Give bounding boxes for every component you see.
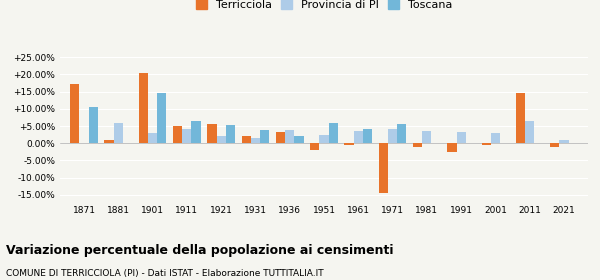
Bar [413, 143, 422, 147]
Bar [226, 125, 235, 143]
Bar [353, 131, 363, 143]
Bar [388, 129, 397, 143]
Text: COMUNE DI TERRICCIOLA (PI) - Dati ISTAT - Elaborazione TUTTITALIA.IT: COMUNE DI TERRICCIOLA (PI) - Dati ISTAT … [6, 269, 323, 278]
Bar [310, 143, 319, 150]
Bar [482, 143, 491, 145]
Bar [139, 73, 148, 143]
Bar [217, 136, 226, 143]
Bar [251, 138, 260, 143]
Bar [276, 132, 285, 143]
Bar [447, 143, 457, 152]
Bar [491, 133, 500, 143]
Bar [329, 123, 338, 143]
Bar [559, 140, 569, 143]
Bar [379, 143, 388, 193]
Bar [295, 136, 304, 143]
Bar [207, 124, 217, 143]
Bar [113, 123, 123, 143]
Bar [344, 143, 353, 144]
Bar [173, 126, 182, 143]
Bar [363, 129, 372, 143]
Bar [525, 121, 535, 143]
Bar [148, 133, 157, 143]
Bar [104, 140, 113, 143]
Bar [285, 130, 295, 143]
Bar [157, 93, 166, 143]
Bar [422, 131, 431, 143]
Bar [516, 93, 525, 143]
Bar [550, 143, 559, 147]
Bar [191, 121, 201, 143]
Bar [260, 130, 269, 143]
Text: Variazione percentuale della popolazione ai censimenti: Variazione percentuale della popolazione… [6, 244, 394, 256]
Legend: Terricciola, Provincia di PI, Toscana: Terricciola, Provincia di PI, Toscana [193, 0, 455, 13]
Bar [242, 136, 251, 143]
Bar [457, 132, 466, 143]
Bar [319, 135, 329, 143]
Bar [70, 84, 79, 143]
Bar [89, 107, 98, 143]
Bar [397, 124, 406, 143]
Bar [182, 129, 191, 143]
